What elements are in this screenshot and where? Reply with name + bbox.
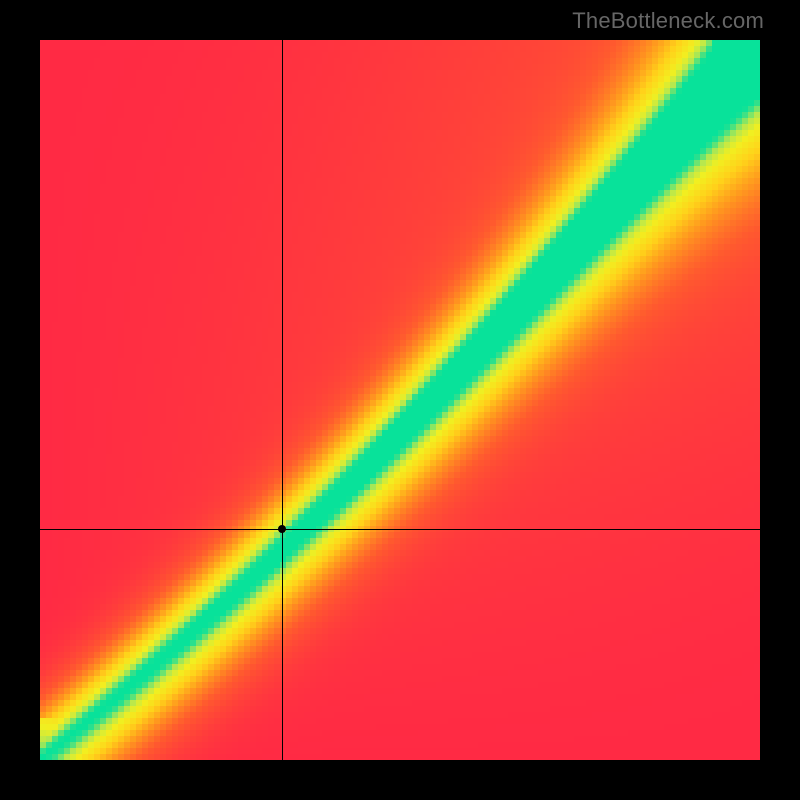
- bottleneck-heatmap: [40, 40, 760, 760]
- crosshair-vertical: [282, 40, 283, 760]
- watermark-text: TheBottleneck.com: [572, 8, 764, 34]
- selection-marker: [278, 525, 286, 533]
- crosshair-horizontal: [40, 529, 760, 530]
- heatmap-canvas: [40, 40, 760, 760]
